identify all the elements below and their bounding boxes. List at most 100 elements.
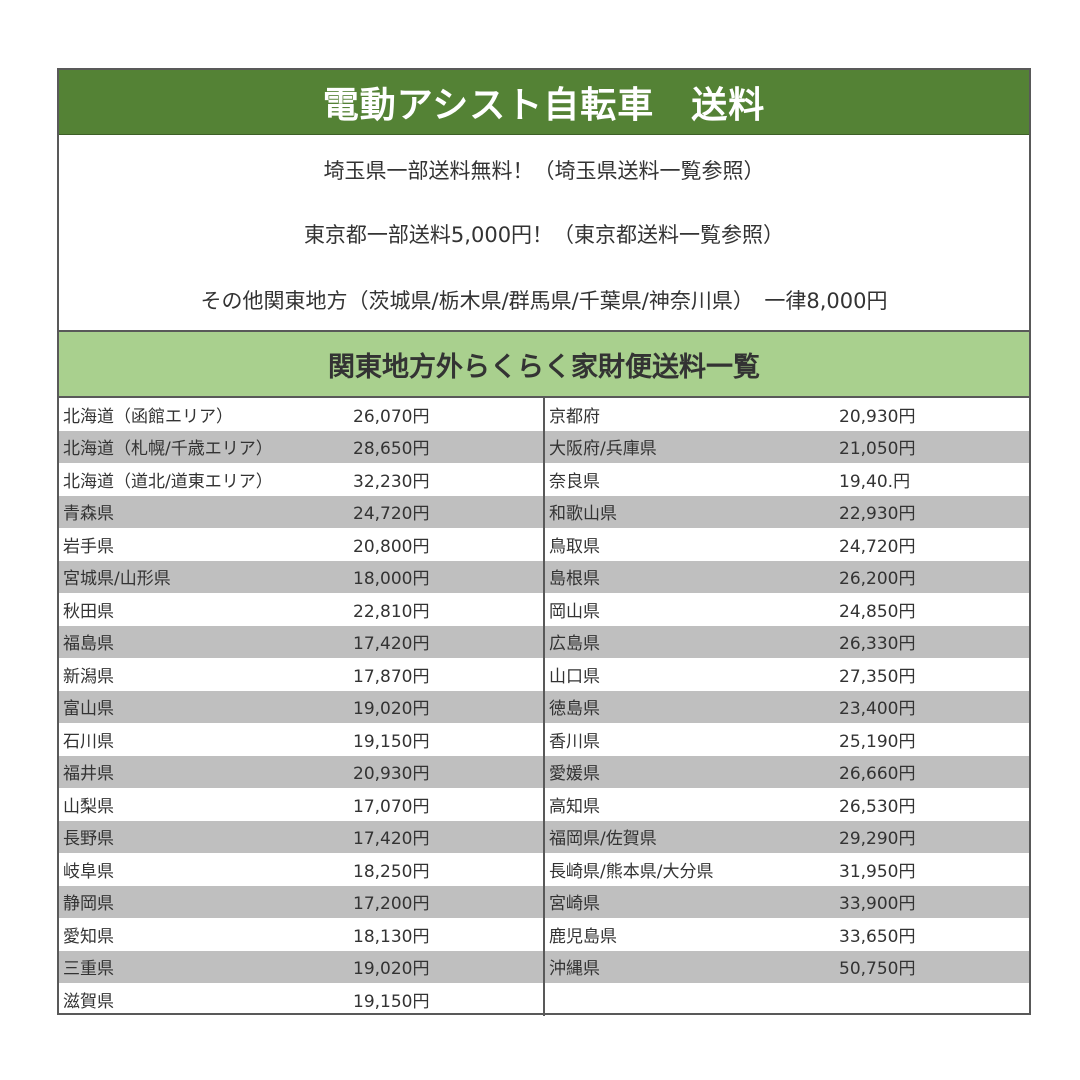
table-row: 北海道（函館エリア） 26,070円 (59, 398, 543, 431)
area-name: 島根県 (549, 569, 600, 590)
price: 17,870円 (353, 666, 430, 687)
price: 25,190円 (839, 731, 916, 752)
table-row: 鳥取県 24,720円 (545, 528, 1029, 561)
table-row: 島根県 26,200円 (545, 560, 1029, 593)
area-name: 富山県 (63, 699, 114, 720)
price: 29,290円 (839, 829, 916, 850)
table-row: 長野県 17,420円 (59, 820, 543, 853)
area-name: 山梨県 (63, 796, 114, 817)
notes-section: 埼玉県一部送料無料！（埼玉県送料一覧参照） 東京都一部送料5,000円！（東京都… (59, 135, 1029, 330)
area-name: 長野県 (63, 829, 114, 850)
table-row: 岡山県 24,850円 (545, 593, 1029, 626)
table-row: 富山県 19,020円 (59, 690, 543, 723)
area-name: 宮城県/山形県 (63, 569, 171, 590)
price: 17,420円 (353, 829, 430, 850)
price: 32,230円 (353, 471, 430, 492)
table-row: 石川県 19,150円 (59, 723, 543, 756)
area-name: 岐阜県 (63, 861, 114, 882)
area-name: 福井県 (63, 764, 114, 785)
price: 24,720円 (839, 536, 916, 557)
table-row: 宮崎県 33,900円 (545, 885, 1029, 918)
area-name: 福岡県/佐賀県 (549, 829, 657, 850)
price: 26,200円 (839, 569, 916, 590)
area-name: 香川県 (549, 731, 600, 752)
price: 26,330円 (839, 634, 916, 655)
table-column-right: 京都府 20,930円大阪府/兵庫県 21,050円奈良県 19,40.円和歌山県 22… (543, 398, 1029, 1016)
table-row: 青森県 24,720円 (59, 495, 543, 528)
price: 17,200円 (353, 894, 430, 915)
area-name: 山口県 (549, 666, 600, 687)
table-row: 福島県 17,420円 (59, 625, 543, 658)
price: 18,130円 (353, 926, 430, 947)
price: 26,530円 (839, 796, 916, 817)
table-row: 岐阜県 18,250円 (59, 853, 543, 886)
page-title: 電動アシスト自転車 送料 (59, 70, 1029, 135)
table-row: 大阪府/兵庫県 21,050円 (545, 430, 1029, 463)
table-row: 岩手県 20,800円 (59, 528, 543, 561)
price: 26,660円 (839, 764, 916, 785)
price: 28,650円 (353, 439, 430, 460)
price: 33,900円 (839, 894, 916, 915)
area-name: 京都府 (549, 406, 600, 427)
area-name: 宮崎県 (549, 894, 600, 915)
area-name: 大阪府/兵庫県 (549, 439, 657, 460)
area-name: 徳島県 (549, 699, 600, 720)
area-name: 和歌山県 (549, 504, 617, 525)
price: 23,400円 (839, 699, 916, 720)
price: 17,420円 (353, 634, 430, 655)
table-row: 愛媛県 26,660円 (545, 755, 1029, 788)
shipping-fee-sheet: 電動アシスト自転車 送料 埼玉県一部送料無料！（埼玉県送料一覧参照） 東京都一部… (57, 68, 1031, 1016)
price: 20,930円 (839, 406, 916, 427)
price: 19,150円 (353, 991, 430, 1012)
price: 24,720円 (353, 504, 430, 525)
price: 50,750円 (839, 959, 916, 980)
price: 26,070円 (353, 406, 430, 427)
price: 17,070円 (353, 796, 430, 817)
price: 18,250円 (353, 861, 430, 882)
area-name: 青森県 (63, 504, 114, 525)
area-name: 沖縄県 (549, 959, 600, 980)
area-name: 奈良県 (549, 471, 600, 492)
shipping-table: 北海道（函館エリア） 26,070円北海道（札幌/千歳エリア） 28,650円北海道… (59, 398, 1029, 1016)
table-column-left: 北海道（函館エリア） 26,070円北海道（札幌/千歳エリア） 28,650円北海道… (59, 398, 543, 1016)
area-name: 愛知県 (63, 926, 114, 947)
area-name: 滋賀県 (63, 991, 114, 1012)
note-other-kanto: その他関東地方（茨城県/栃木県/群馬県/千葉県/神奈川県） 一律8,000円 (200, 289, 888, 313)
table-row: 秋田県 22,810円 (59, 593, 543, 626)
table-row: 北海道（道北/道東エリア） 32,230円 (59, 463, 543, 496)
table-row: 京都府 20,930円 (545, 398, 1029, 431)
price: 21,050円 (839, 439, 916, 460)
table-row: 長崎県/熊本県/大分県 31,950円 (545, 853, 1029, 886)
area-name: 鹿児島県 (549, 926, 617, 947)
area-name: 新潟県 (63, 666, 114, 687)
area-name: 秋田県 (63, 601, 114, 622)
table-row: 新潟県 17,870円 (59, 658, 543, 691)
table-row: 福井県 20,930円 (59, 755, 543, 788)
price: 27,350円 (839, 666, 916, 687)
table-row: 徳島県 23,400円 (545, 690, 1029, 723)
area-name: 広島県 (549, 634, 600, 655)
area-name: 石川県 (63, 731, 114, 752)
area-name: 鳥取県 (549, 536, 600, 557)
table-row: 福岡県/佐賀県 29,290円 (545, 820, 1029, 853)
area-name: 北海道（札幌/千歳エリア） (63, 439, 273, 460)
area-name: 愛媛県 (549, 764, 600, 785)
area-name: 福島県 (63, 634, 114, 655)
table-row: 愛知県 18,130円 (59, 918, 543, 951)
price: 20,800円 (353, 536, 430, 557)
table-row: 三重県 19,020円 (59, 950, 543, 983)
area-name: 岩手県 (63, 536, 114, 557)
price: 22,810円 (353, 601, 430, 622)
price: 22,930円 (839, 504, 916, 525)
area-name: 長崎県/熊本県/大分県 (549, 861, 714, 882)
price: 33,650円 (839, 926, 916, 947)
table-row: 山梨県 17,070円 (59, 788, 543, 821)
price: 19,020円 (353, 959, 430, 980)
area-name: 北海道（道北/道東エリア） (63, 471, 273, 492)
table-row: 静岡県 17,200円 (59, 885, 543, 918)
price: 19,40.円 (839, 471, 911, 492)
table-row: 香川県 25,190円 (545, 723, 1029, 756)
table-row: 広島県 26,330円 (545, 625, 1029, 658)
area-name: 静岡県 (63, 894, 114, 915)
table-row: 宮城県/山形県 18,000円 (59, 560, 543, 593)
